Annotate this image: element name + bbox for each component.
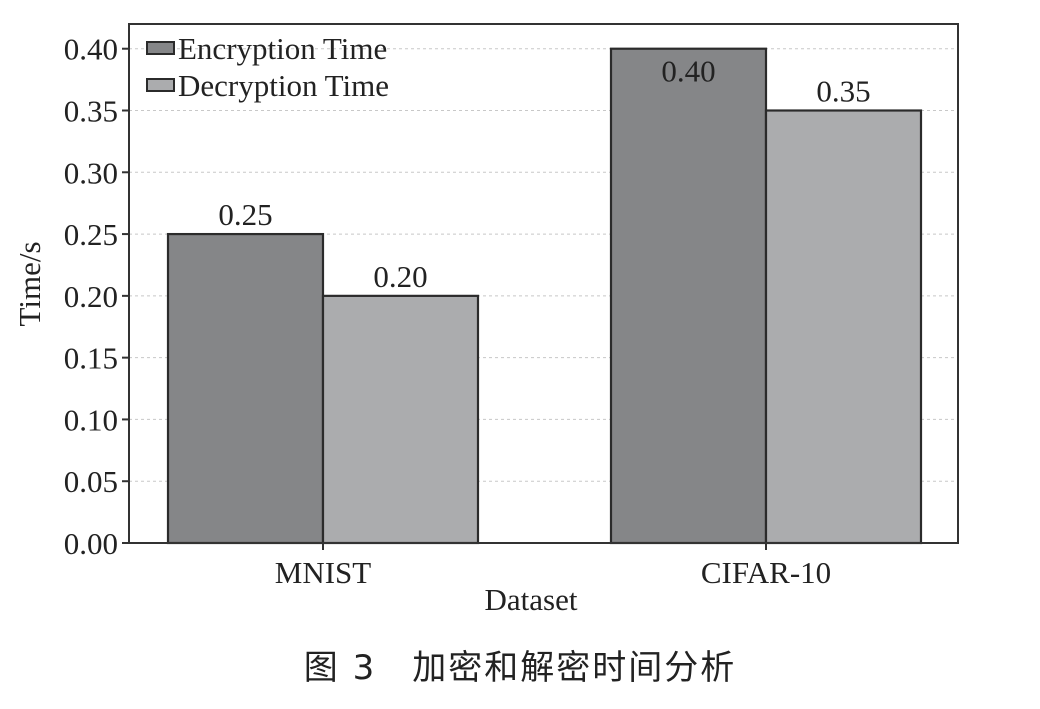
plot-frame	[128, 23, 959, 544]
y-tick-label: 0.35	[64, 94, 118, 129]
axes: 0.00 0.05 0.10 0.15 0.20 0.25 0.30 0.35 0.40 MNIS…	[64, 23, 959, 590]
x-axis-title: Dataset	[485, 582, 578, 617]
bar-decryption-time-mnist	[321, 294, 480, 545]
legend-label: Decryption Time	[178, 68, 389, 103]
bar-chart: 0.250.400.200.35 0.000.050.100.150.200.2…	[12, 23, 959, 617]
x-tick-label: CIFAR-10	[701, 555, 831, 590]
y-tick-label: 0.25	[64, 217, 118, 252]
data-label: 0.25	[218, 197, 272, 232]
data-label: 0.20	[373, 259, 427, 294]
y-tick-label: 0.30	[64, 155, 118, 190]
bar-decryption-time-cifar-10	[764, 109, 923, 545]
data-labels: 0.25 0.40 0.20 0.35	[218, 54, 870, 294]
y-axis-title: Time/s	[12, 241, 47, 326]
legend-label: Encryption Time	[178, 31, 387, 66]
bar-encryption-time-cifar-10	[609, 47, 768, 545]
bars	[166, 47, 923, 545]
legend-swatch-encryption-time	[146, 41, 175, 55]
y-tick-label: 0.00	[64, 526, 118, 561]
y-tick-label: 0.05	[64, 464, 118, 499]
legend-swatch-decryption-time	[146, 78, 175, 92]
y-tick-label: 0.20	[64, 279, 118, 314]
y-tick-label: 0.40	[64, 32, 118, 67]
figure-caption: 图 3 加密和解密时间分析	[303, 648, 737, 688]
data-label: 0.40	[661, 54, 715, 89]
y-tick-label: 0.15	[64, 341, 118, 376]
y-tick-label: 0.10	[64, 402, 118, 437]
x-tick-label: MNIST	[275, 555, 372, 590]
data-label: 0.35	[816, 74, 870, 109]
bar-encryption-time-mnist	[166, 232, 325, 545]
